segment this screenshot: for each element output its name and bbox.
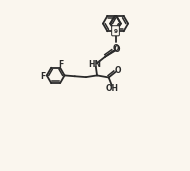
Text: O: O xyxy=(113,45,120,54)
Text: $\bf{9}$: $\bf{9}$ xyxy=(113,27,118,35)
Text: F: F xyxy=(40,72,46,81)
Text: F: F xyxy=(58,61,63,69)
Text: HN: HN xyxy=(88,60,101,69)
Text: OH: OH xyxy=(105,84,118,93)
Text: O: O xyxy=(112,44,119,53)
Text: O: O xyxy=(115,66,122,75)
